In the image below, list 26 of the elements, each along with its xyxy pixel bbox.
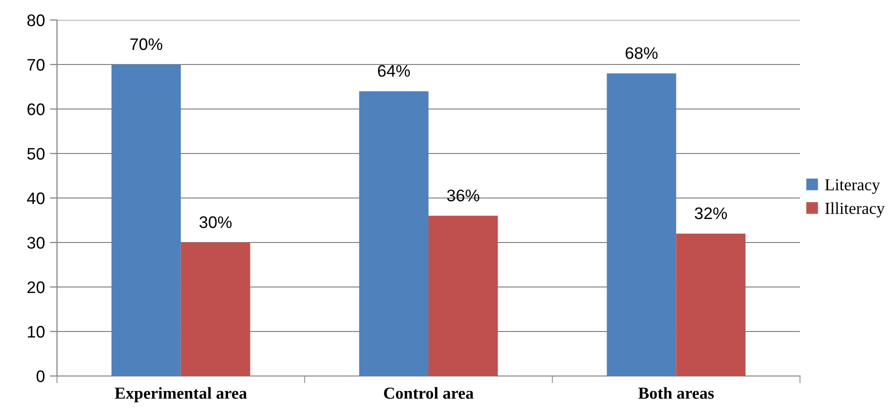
y-tick-label: 30 xyxy=(27,236,45,249)
data-label: 68% xyxy=(626,47,658,59)
bar xyxy=(359,91,428,376)
legend-label: Literacy xyxy=(825,179,880,194)
legend-label: Illiteracy xyxy=(825,202,885,218)
data-label: 64% xyxy=(378,64,410,77)
y-tick-label: 80 xyxy=(27,14,45,26)
data-label: 70% xyxy=(130,38,162,50)
y-tick-label: 10 xyxy=(28,326,45,338)
y-tick-label: 40 xyxy=(27,192,45,204)
bar xyxy=(606,73,676,376)
y-tick-label: 50 xyxy=(27,148,45,160)
x-tick-label: Both areas xyxy=(638,387,714,399)
data-label: 36% xyxy=(447,190,480,202)
y-tick-label: 70 xyxy=(28,58,45,71)
y-tick-label: 60 xyxy=(28,103,45,116)
bar xyxy=(111,64,181,376)
data-label: 30% xyxy=(199,216,232,228)
data-label: 32% xyxy=(694,207,727,220)
bar xyxy=(180,242,250,376)
bar xyxy=(676,234,746,376)
y-tick-label: 0 xyxy=(36,370,45,382)
x-tick-label: Experimental area xyxy=(114,387,247,402)
y-tick-label: 20 xyxy=(27,281,45,294)
x-tick-label: Control area xyxy=(384,387,474,399)
bar xyxy=(428,216,498,376)
